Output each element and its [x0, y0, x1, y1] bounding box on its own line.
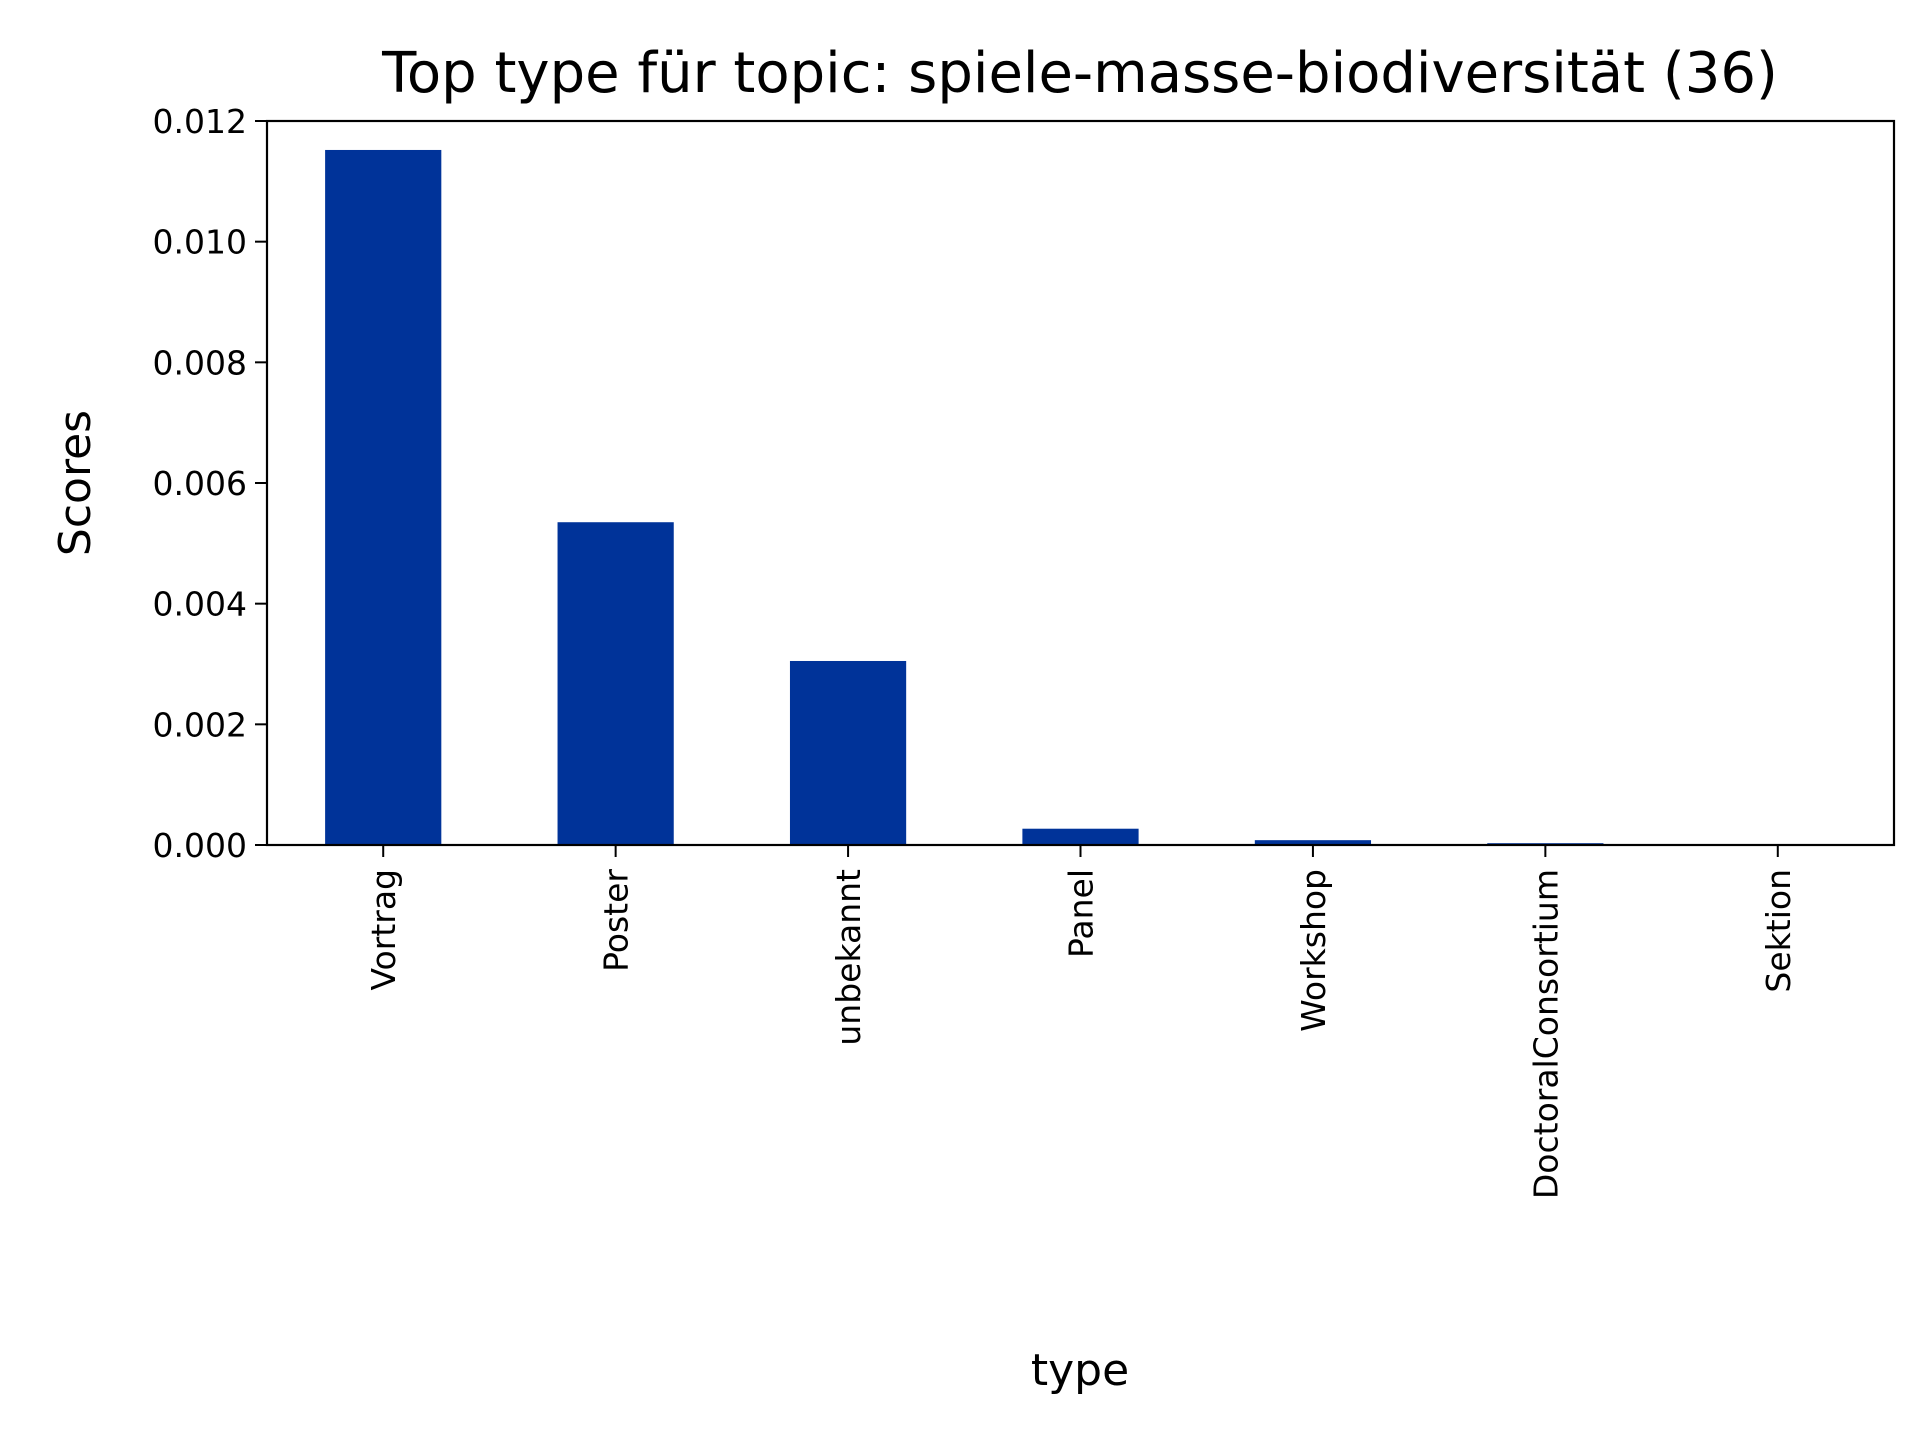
bars-layer [325, 149, 1604, 845]
bar-poster [557, 522, 674, 845]
y-tick-label: 0.002 [153, 705, 247, 744]
y-tick-label: 0.006 [153, 464, 247, 503]
y-tick-label: 0.012 [153, 102, 247, 141]
x-tick-label: Panel [1062, 869, 1101, 958]
y-tick-label: 0.008 [153, 343, 247, 382]
bar-vortrag [325, 149, 442, 845]
y-tick-label: 0.004 [153, 585, 247, 624]
x-tick-label: Workshop [1294, 869, 1333, 1032]
y-axis-title: Scores [50, 410, 101, 556]
y-tick-label: 0.000 [153, 826, 247, 865]
bar-unbekannt [789, 660, 907, 845]
chart-title: Top type für topic: spiele-masse-biodive… [381, 41, 1778, 106]
bar-panel [1022, 828, 1139, 845]
bar-workshop [1254, 840, 1372, 845]
x-axis-title: type [1031, 1345, 1129, 1396]
plot-frame [265, 119, 1896, 847]
y-tick-label: 0.010 [153, 223, 247, 262]
x-tick-label: Vortrag [364, 869, 403, 990]
x-tick-label: unbekannt [829, 869, 868, 1046]
x-tick-label: Poster [597, 869, 636, 972]
x-axis-ticks: Vortrag Poster unbekannt Panel Workshop Docto… [364, 845, 1798, 1199]
x-tick-label: DoctoralConsortium [1526, 869, 1565, 1199]
y-axis-ticks: 0.000 0.002 0.004 0.006 0.008 0.010 0.012 [153, 102, 267, 865]
x-tick-label: Sektion [1759, 869, 1798, 993]
